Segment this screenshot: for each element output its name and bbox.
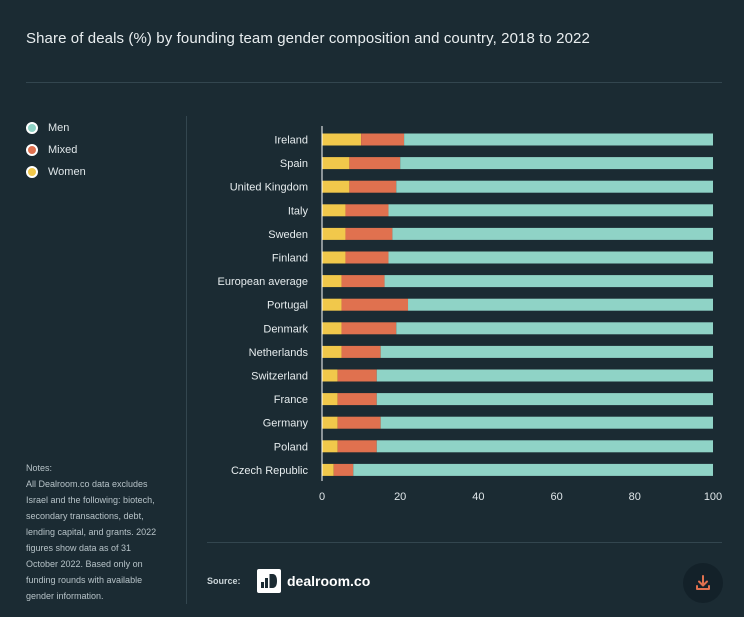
bar-women[interactable]	[322, 298, 342, 311]
bar-mixed[interactable]	[349, 157, 401, 170]
notes-line: lending capital, and grants. 2022	[26, 527, 157, 537]
bar-women[interactable]	[322, 345, 342, 358]
top-divider	[26, 82, 722, 83]
dealroom-logo-icon	[257, 569, 281, 593]
category-label: Portugal	[267, 300, 308, 312]
bar-mixed[interactable]	[337, 416, 381, 429]
x-tick-label: 0	[319, 491, 325, 503]
notes: Notes: All Dealroom.co data excludes Isr…	[26, 460, 174, 604]
bar-men[interactable]	[376, 440, 713, 453]
category-label: United Kingdom	[230, 182, 308, 194]
bar-men[interactable]	[376, 393, 713, 406]
bar-women[interactable]	[322, 369, 338, 382]
bar-mixed[interactable]	[337, 393, 377, 406]
bar-women[interactable]	[322, 251, 346, 264]
bar-mixed[interactable]	[341, 298, 409, 311]
bar-men[interactable]	[388, 251, 713, 264]
category-label: Finland	[272, 253, 308, 265]
legend-men-dot	[26, 122, 38, 134]
bar-women[interactable]	[322, 133, 362, 146]
source-label: Source:	[207, 576, 241, 586]
bar-men[interactable]	[353, 463, 713, 476]
x-tick-label: 80	[629, 491, 641, 503]
notes-line: gender information.	[26, 591, 104, 601]
legend-women-dot	[26, 166, 38, 178]
category-label: Poland	[274, 441, 308, 453]
x-tick-label: 40	[472, 491, 484, 503]
bar-men[interactable]	[380, 345, 713, 358]
category-label: Germany	[263, 418, 309, 430]
bar-women[interactable]	[322, 157, 350, 170]
bar-men[interactable]	[392, 227, 713, 240]
category-label: Italy	[288, 205, 309, 217]
bar-men[interactable]	[380, 416, 713, 429]
bar-mixed[interactable]	[345, 251, 389, 264]
category-label: European average	[217, 276, 308, 288]
bar-mixed[interactable]	[337, 369, 377, 382]
category-label: Denmark	[263, 323, 308, 335]
bar-men[interactable]	[384, 275, 713, 288]
legend-mixed-label: Mixed	[48, 144, 78, 156]
category-label: Netherlands	[249, 347, 309, 359]
bar-mixed[interactable]	[333, 463, 354, 476]
bar-women[interactable]	[322, 440, 338, 453]
category-label: France	[274, 394, 308, 406]
legend-item-men[interactable]: Men	[26, 117, 86, 139]
chart-title: Share of deals (%) by founding team gend…	[26, 30, 590, 47]
notes-line: Israel and the following: biotech,	[26, 495, 155, 505]
bar-women[interactable]	[322, 463, 334, 476]
x-tick-label: 100	[704, 491, 722, 503]
vertical-divider	[186, 116, 187, 604]
source-brand[interactable]: dealroom.co	[257, 569, 370, 593]
bar-women[interactable]	[322, 180, 350, 193]
bar-mixed[interactable]	[337, 440, 377, 453]
bar-men[interactable]	[408, 298, 713, 311]
notes-line: All Dealroom.co data excludes	[26, 479, 148, 489]
bottom-divider	[207, 542, 722, 543]
category-label: Ireland	[274, 135, 308, 147]
bar-women[interactable]	[322, 416, 338, 429]
brand-name: dealroom.co	[287, 573, 371, 589]
category-label: Switzerland	[251, 371, 308, 383]
bar-mixed[interactable]	[345, 204, 389, 217]
download-button[interactable]	[683, 563, 723, 603]
legend-men-label: Men	[48, 122, 70, 134]
bar-women[interactable]	[322, 204, 346, 217]
bar-mixed[interactable]	[349, 180, 397, 193]
bar-men[interactable]	[404, 133, 713, 146]
bar-mixed[interactable]	[361, 133, 405, 146]
bar-women[interactable]	[322, 322, 342, 335]
category-label: Spain	[280, 158, 308, 170]
notes-line: funding rounds with available	[26, 575, 143, 585]
bar-women[interactable]	[322, 275, 342, 288]
legend-women-label: Women	[48, 166, 86, 178]
notes-line: figures show data as of 31	[26, 543, 132, 553]
bar-women[interactable]	[322, 227, 346, 240]
download-icon	[696, 575, 710, 590]
notes-heading: Notes:	[26, 463, 53, 473]
bar-men[interactable]	[376, 369, 713, 382]
bar-mixed[interactable]	[341, 275, 385, 288]
legend-item-women[interactable]: Women	[26, 161, 86, 183]
stacked-bar-chart: Ireland Spain United Kingdom Italy Sweden Fin…	[217, 126, 722, 503]
bar-mixed[interactable]	[345, 227, 393, 240]
legend-mixed-dot	[26, 144, 38, 156]
bar-men[interactable]	[396, 180, 713, 193]
notes-line: October 2022. Based only on	[26, 559, 143, 569]
bar-men[interactable]	[400, 157, 713, 170]
x-tick-label: 20	[394, 491, 406, 503]
category-label: Sweden	[268, 229, 308, 241]
bar-women[interactable]	[322, 393, 338, 406]
notes-line: secondary transactions, debt,	[26, 511, 144, 521]
x-tick-label: 60	[550, 491, 562, 503]
bar-mixed[interactable]	[341, 345, 381, 358]
bar-men[interactable]	[388, 204, 713, 217]
bar-men[interactable]	[396, 322, 713, 335]
category-label: Czech Republic	[231, 465, 309, 477]
legend-item-mixed[interactable]: Mixed	[26, 139, 86, 161]
legend: Men Mixed Women	[26, 117, 86, 183]
bar-mixed[interactable]	[341, 322, 397, 335]
